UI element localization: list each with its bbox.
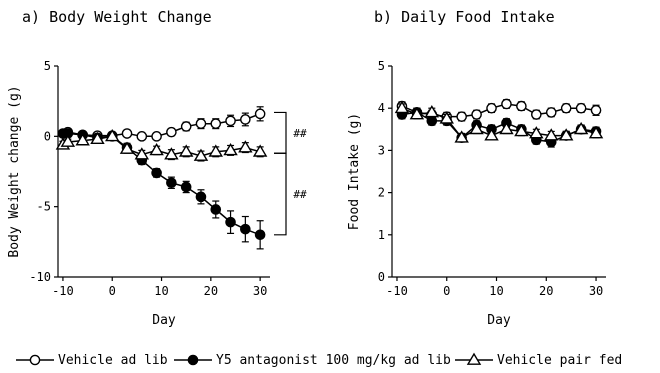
data-point: [196, 192, 205, 201]
y-tick-label: 5: [44, 59, 51, 73]
data-point: [182, 122, 191, 131]
data-point: [211, 205, 220, 214]
legend-marker: [30, 355, 39, 364]
data-point: [547, 108, 556, 117]
legend-marker: [188, 355, 197, 364]
x-tick-label: 20: [204, 284, 218, 298]
data-point: [517, 101, 526, 110]
x-tick-label: 30: [253, 284, 267, 298]
data-point: [502, 99, 511, 108]
bracket-line: [274, 153, 286, 235]
data-point: [152, 168, 161, 177]
x-tick-label: -10: [386, 284, 408, 298]
significance-label: ##: [293, 127, 307, 140]
chart-title: a) Body Weight Change: [22, 8, 212, 26]
y-axis-label: Food Intake (g): [347, 113, 362, 230]
data-point: [562, 104, 571, 113]
legend-item: Y5 antagonist 100 mg/kg ad lib: [174, 353, 451, 368]
data-point: [151, 144, 163, 154]
legend: Vehicle ad lib Y5 antagonist 100 mg/kg ad…: [16, 353, 622, 368]
legend-label: Y5 antagonist 100 mg/kg ad lib: [216, 353, 451, 368]
x-tick-label: 10: [489, 284, 503, 298]
y-tick-label: 0: [378, 270, 385, 284]
x-tick-label: 0: [109, 284, 116, 298]
data-point: [167, 128, 176, 137]
y-tick-label: -5: [37, 200, 51, 214]
bracket-line: [274, 112, 286, 153]
data-point: [591, 106, 600, 115]
y-tick-label: -10: [29, 270, 51, 284]
y-tick-label: 1: [378, 228, 385, 242]
data-point: [487, 104, 496, 113]
data-point: [211, 119, 220, 128]
chart-title: b) Daily Food Intake: [374, 8, 555, 26]
y-tick-label: 2: [378, 186, 385, 200]
x-axis-label: Day: [152, 313, 176, 328]
data-point: [152, 132, 161, 141]
data-point: [239, 142, 251, 152]
significance-bracket: ##: [274, 153, 307, 235]
panel-a-body-weight-change: a) Body Weight Change -10 -5 0 5 -10 0 10 20 30 Da…: [7, 8, 307, 328]
x-tick-label: 30: [589, 284, 603, 298]
legend-label: Vehicle ad lib: [58, 353, 168, 368]
data-point: [137, 132, 146, 141]
significance-label: ##: [293, 188, 307, 201]
data-point: [472, 110, 481, 119]
data-point: [180, 146, 192, 156]
data-point: [196, 119, 205, 128]
data-point: [532, 110, 541, 119]
y-tick-label: 4: [378, 101, 385, 115]
data-point: [241, 115, 250, 124]
legend-label: Vehicle pair fed: [497, 353, 622, 368]
data-point: [427, 116, 436, 125]
legend-item: Vehicle pair fed: [455, 353, 622, 368]
y-tick-label: 3: [378, 143, 385, 157]
significance-bracket: ##: [274, 112, 307, 153]
data-point: [256, 230, 265, 239]
data-point: [167, 178, 176, 187]
data-point: [457, 112, 466, 121]
x-tick-label: 10: [154, 284, 168, 298]
data-point: [182, 182, 191, 191]
series-2: [58, 129, 264, 249]
legend-item: Vehicle ad lib: [16, 353, 168, 368]
legend-marker: [468, 354, 480, 364]
x-tick-label: 20: [539, 284, 553, 298]
x-tick-label: 0: [443, 284, 450, 298]
data-point: [226, 116, 235, 125]
y-tick-label: 5: [378, 59, 385, 73]
data-point: [241, 225, 250, 234]
data-point: [226, 218, 235, 227]
y-axis-label: Body Weight change (g): [7, 85, 22, 257]
data-point: [122, 129, 131, 138]
data-point: [577, 104, 586, 113]
y-tick-label: 0: [44, 129, 51, 143]
x-axis-label: Day: [487, 313, 511, 328]
data-point: [256, 109, 265, 118]
x-tick-label: -10: [52, 284, 74, 298]
